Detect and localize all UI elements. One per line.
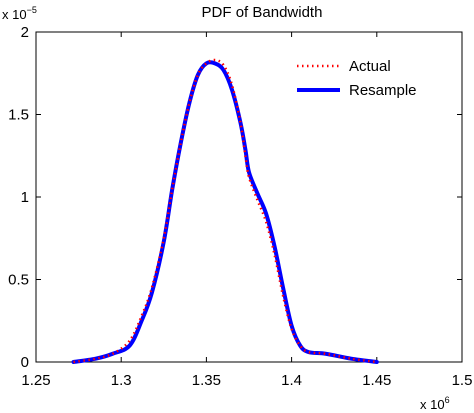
x-tick-label: 1.45 <box>362 372 391 389</box>
legend-label-resample: Resample <box>349 82 417 99</box>
chart-title: PDF of Bandwidth <box>202 4 323 21</box>
y-tick-label: 1 <box>21 189 29 206</box>
y-multiplier: x 10−5 <box>2 5 37 22</box>
y-tick-label: 0.5 <box>8 272 29 289</box>
x-tick-label: 1.5 <box>452 372 473 389</box>
y-tick-label: 2 <box>21 24 29 41</box>
y-tick-label: 1.5 <box>8 107 29 124</box>
y-multiplier-exponent: −5 <box>27 5 37 15</box>
x-multiplier: x 106 <box>420 395 450 412</box>
x-tick-label: 1.35 <box>192 372 221 389</box>
legend: Actual Resample <box>297 58 417 99</box>
x-multiplier-exponent: 6 <box>445 395 450 405</box>
series-line-actual <box>73 58 377 364</box>
x-tick-label: 1.4 <box>281 372 302 389</box>
series-layer <box>71 58 379 364</box>
x-tick-label: 1.25 <box>21 372 50 389</box>
y-tick-label: 0 <box>21 354 29 371</box>
legend-label-actual: Actual <box>349 58 391 75</box>
series-line-resample <box>71 60 379 364</box>
axis-ticks: 1.25 1.3 1.35 1.4 1.45 1.5 0 0.5 1 1.5 2 <box>8 24 472 389</box>
y-multiplier-base: x 10 <box>2 7 27 22</box>
x-tick-label: 1.3 <box>111 372 132 389</box>
x-multiplier-base: x 10 <box>420 397 445 412</box>
